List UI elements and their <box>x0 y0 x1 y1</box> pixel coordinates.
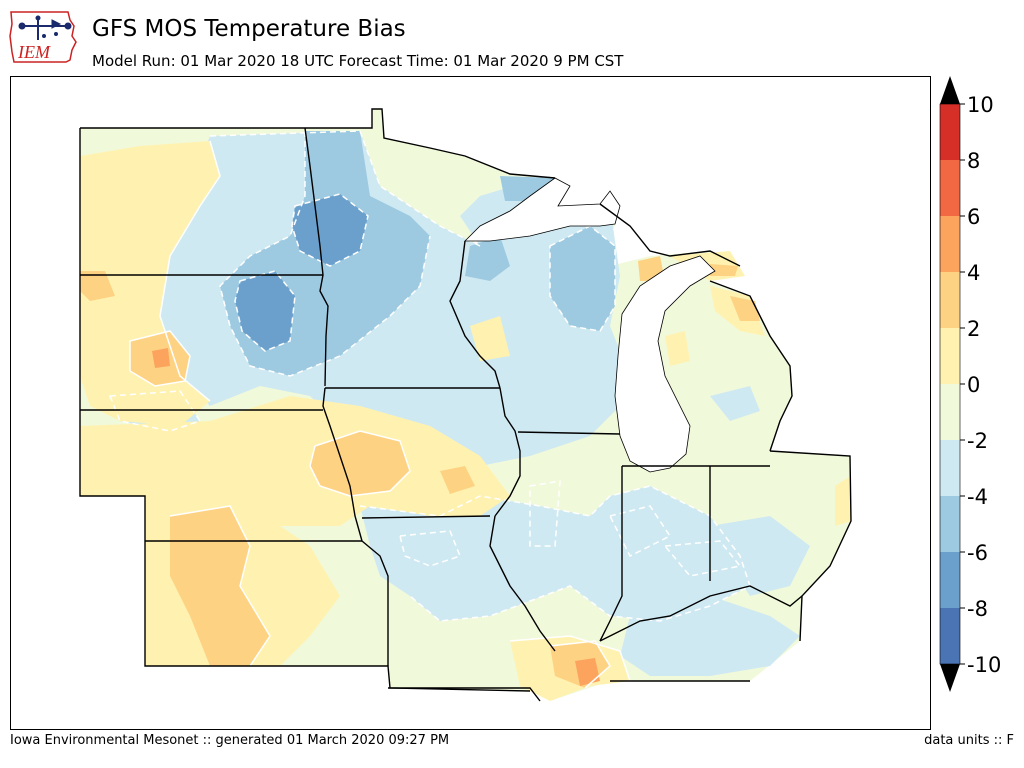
colorbar-tick-label: -6 <box>967 541 988 565</box>
colorbar-swatch <box>940 552 960 608</box>
colorbar-tick-label: -4 <box>967 485 988 509</box>
page-title: GFS MOS Temperature Bias <box>92 16 406 42</box>
colorbar-swatch <box>940 104 960 160</box>
colorbar-extend-low <box>940 664 960 692</box>
colorbar-tick-label: 4 <box>967 261 980 285</box>
colorbar-swatch <box>940 216 960 272</box>
colorbar-tick-label: 8 <box>967 149 980 173</box>
colorbar-tick-label: 2 <box>967 317 980 341</box>
colorbar-swatch <box>940 608 960 664</box>
colorbar-swatch <box>940 272 960 328</box>
colorbar-extend-high <box>940 76 960 104</box>
colorbar-ticks: 10 8 6 4 2 0 -2 -4 -6 -8 -10 <box>960 93 1001 677</box>
page-subtitle: Model Run: 01 Mar 2020 18 UTC Forecast T… <box>92 52 624 70</box>
footer-units: data units :: F <box>924 733 1014 748</box>
weather-station-icon <box>18 15 72 40</box>
footer-source: Iowa Environmental Mesonet :: generated … <box>10 733 450 748</box>
state-borders <box>79 108 852 702</box>
colorbar-tick-label: -8 <box>967 597 988 621</box>
iowa-outline-icon <box>9 11 77 63</box>
contour-lines <box>129 140 631 689</box>
colorbar-tick-label: 0 <box>967 373 980 397</box>
colorbar: 10 8 6 4 2 0 -2 -4 -6 -8 -10 <box>939 76 1001 692</box>
lakes <box>464 177 716 473</box>
colorbar-tick-label: -10 <box>967 653 1001 677</box>
colorbar-swatch <box>940 496 960 552</box>
colorbar-tick-label: -2 <box>967 429 988 453</box>
colorbar-tick-label: 6 <box>967 205 980 229</box>
colorbar-swatch <box>940 384 960 440</box>
colorbar-swatches <box>940 104 960 664</box>
colorbar-swatch <box>940 328 960 384</box>
colorbar-swatch <box>940 440 960 496</box>
iem-logo: IEM <box>9 11 77 63</box>
lake-michigan <box>614 255 716 473</box>
colorbar-tick-label: 10 <box>967 93 994 117</box>
logo-text: IEM <box>17 42 51 62</box>
temperature-bias-map <box>10 76 931 730</box>
colorbar-swatch <box>940 160 960 216</box>
lake-superior <box>464 177 621 242</box>
